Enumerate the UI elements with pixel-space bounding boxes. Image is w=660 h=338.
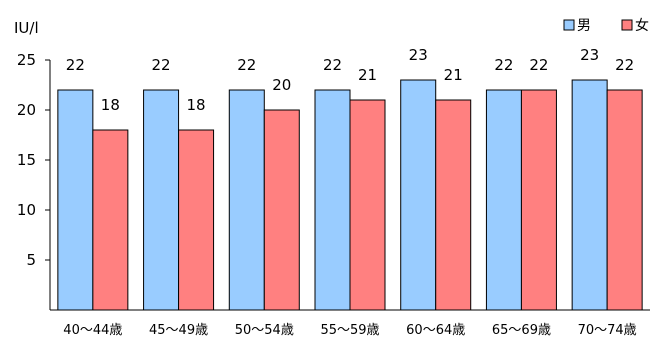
data-label: 22	[529, 56, 548, 74]
y-tick-label: 5	[26, 251, 36, 269]
data-label: 22	[615, 56, 634, 74]
bar-female	[178, 129, 215, 311]
legend: 男 女	[563, 17, 649, 34]
legend-label-female: 女	[635, 17, 649, 34]
bar-male	[485, 89, 522, 311]
y-tick-label: 25	[17, 51, 36, 69]
legend-swatch-male	[563, 19, 575, 31]
y-tick-label: 10	[17, 201, 36, 219]
data-label: 18	[101, 96, 120, 114]
bar-male	[400, 79, 437, 311]
y-tick-label: 20	[17, 101, 36, 119]
data-label: 23	[580, 46, 599, 64]
x-tick-label: 45～49歳	[149, 323, 208, 338]
bar-male	[143, 89, 180, 311]
bar-female	[435, 99, 472, 311]
x-tick-label: 60～64歳	[406, 323, 465, 338]
data-label: 22	[494, 56, 513, 74]
legend-swatch-female	[621, 19, 633, 31]
data-label: 21	[444, 66, 463, 84]
data-label: 23	[409, 46, 428, 64]
bar-female	[263, 109, 300, 311]
bar-male	[228, 89, 265, 311]
bar-male	[57, 89, 94, 311]
bar-female	[606, 89, 643, 311]
data-label: 22	[323, 56, 342, 74]
bars	[57, 79, 643, 311]
data-label: 22	[66, 56, 85, 74]
x-tick-label: 40～44歳	[63, 323, 122, 338]
x-tick-label: 70～74歳	[578, 323, 637, 338]
data-label: 20	[272, 76, 291, 94]
data-label: 21	[358, 66, 377, 84]
bar-female	[349, 99, 386, 311]
y-axis-ticks: 5 10 15 20 25	[17, 51, 50, 269]
y-axis-title: IU/l	[14, 19, 39, 37]
x-axis-labels: 40～44歳 45～49歳 50～54歳 55～59歳 60～64歳 65～69歳 70～7…	[63, 323, 636, 338]
bar-male	[571, 79, 608, 311]
data-label: 22	[237, 56, 256, 74]
x-tick-label: 65～69歳	[492, 323, 551, 338]
bar-female	[92, 129, 129, 311]
y-tick-label: 15	[17, 151, 36, 169]
data-label: 18	[187, 96, 206, 114]
value-labels: 22 18 22 18 22 20 22 21 23 21 22 22 23 22	[66, 46, 634, 114]
x-tick-label: 55～59歳	[320, 323, 379, 338]
bar-male	[314, 89, 351, 311]
legend-label-male: 男	[577, 18, 591, 34]
bar-female	[520, 89, 557, 311]
data-label: 22	[152, 56, 171, 74]
x-tick-label: 50～54歳	[235, 323, 294, 338]
